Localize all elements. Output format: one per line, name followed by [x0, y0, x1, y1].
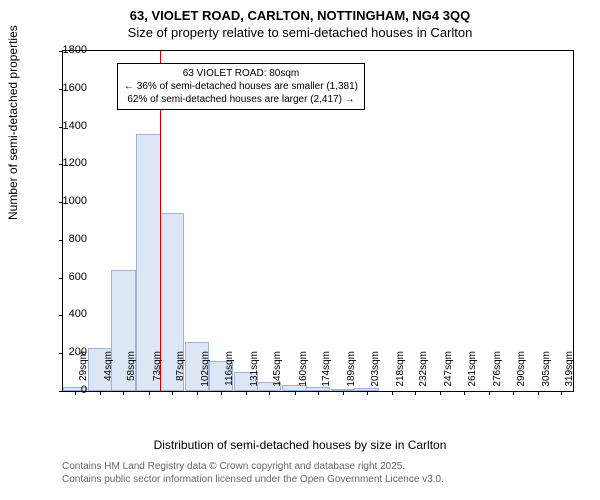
x-tick-label: 44sqm	[103, 351, 114, 396]
x-tick-mark	[464, 391, 465, 395]
x-tick-mark	[440, 391, 441, 395]
x-tick-label: 58sqm	[126, 351, 137, 396]
x-tick-mark	[246, 391, 247, 395]
chart-container: 63, VIOLET ROAD, CARLTON, NOTTINGHAM, NG…	[0, 0, 600, 500]
x-tick-mark	[221, 391, 222, 395]
x-tick-mark	[295, 391, 296, 395]
x-tick-mark	[392, 391, 393, 395]
x-tick-mark	[123, 391, 124, 395]
x-tick-label: 203sqm	[370, 351, 381, 396]
footer: Contains HM Land Registry data © Crown c…	[62, 460, 444, 486]
x-tick-mark	[172, 391, 173, 395]
x-tick-label: 102sqm	[200, 351, 211, 396]
y-tick-label: 800	[47, 233, 87, 245]
x-tick-mark	[149, 391, 150, 395]
x-tick-label: 232sqm	[418, 351, 429, 396]
plot-area: 63 VIOLET ROAD: 80sqm ← 36% of semi-deta…	[62, 50, 574, 392]
x-tick-label: 218sqm	[395, 351, 406, 396]
x-tick-mark	[100, 391, 101, 395]
y-tick-label: 600	[47, 271, 87, 283]
x-tick-mark	[489, 391, 490, 395]
y-tick-label: 1800	[47, 44, 87, 56]
x-tick-label: 145sqm	[272, 351, 283, 396]
footer-line1: Contains HM Land Registry data © Crown c…	[62, 460, 444, 473]
x-tick-label: 174sqm	[321, 351, 332, 396]
x-tick-label: 131sqm	[249, 351, 260, 396]
annotation-line2: ← 36% of semi-detached houses are smalle…	[124, 80, 358, 93]
y-tick-label: 400	[47, 308, 87, 320]
x-tick-label: 305sqm	[541, 351, 552, 396]
x-tick-label: 276sqm	[492, 351, 503, 396]
x-tick-mark	[538, 391, 539, 395]
x-tick-label: 116sqm	[224, 351, 235, 396]
annotation-line3: 62% of semi-detached houses are larger (…	[124, 93, 358, 106]
x-tick-label: 319sqm	[564, 351, 575, 396]
annotation-line1: 63 VIOLET ROAD: 80sqm	[124, 67, 358, 80]
x-tick-mark	[197, 391, 198, 395]
x-axis-label: Distribution of semi-detached houses by …	[0, 438, 600, 452]
x-tick-label: 290sqm	[516, 351, 527, 396]
y-tick-label: 1600	[47, 82, 87, 94]
x-tick-label: 261sqm	[467, 351, 478, 396]
annotation-box: 63 VIOLET ROAD: 80sqm ← 36% of semi-deta…	[117, 63, 365, 110]
x-tick-mark	[343, 391, 344, 395]
chart-title-line1: 63, VIOLET ROAD, CARLTON, NOTTINGHAM, NG…	[0, 0, 600, 23]
x-tick-label: 247sqm	[443, 351, 454, 396]
x-tick-mark	[513, 391, 514, 395]
x-tick-label: 87sqm	[175, 351, 186, 396]
x-tick-mark	[415, 391, 416, 395]
x-tick-mark	[318, 391, 319, 395]
x-tick-mark	[561, 391, 562, 395]
x-tick-label: 29sqm	[78, 351, 89, 396]
y-tick-label: 1400	[47, 120, 87, 132]
y-axis-label: Number of semi-detached properties	[6, 25, 20, 220]
y-tick-label: 1000	[47, 195, 87, 207]
footer-line2: Contains public sector information licen…	[62, 473, 444, 486]
y-tick-label: 1200	[47, 157, 87, 169]
x-tick-label: 189sqm	[346, 351, 357, 396]
x-tick-label: 160sqm	[298, 351, 309, 396]
x-tick-label: 73sqm	[152, 351, 163, 396]
x-tick-mark	[269, 391, 270, 395]
x-tick-mark	[367, 391, 368, 395]
chart-title-line2: Size of property relative to semi-detach…	[0, 23, 600, 40]
